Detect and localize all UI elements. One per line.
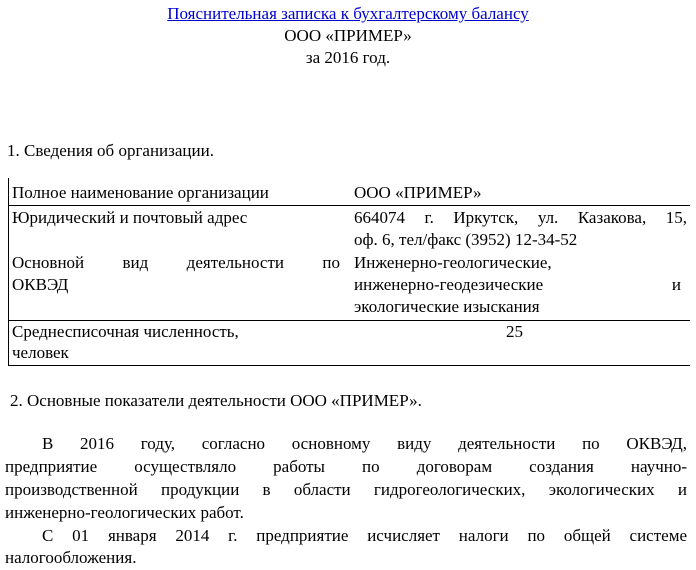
staff-label-line: Среднесписочная численность, [12,322,239,341]
section-1-heading: 1. Сведения об организации. [7,141,214,160]
paragraph-line: предприятие осуществляло работы по догов… [5,457,687,476]
table-divider [8,365,690,366]
staff-label-line: человек [12,343,69,362]
staff-value: 25 [506,322,523,341]
address-value-line: 664074 г. Иркутск, ул. Казакова, 15, [354,208,687,227]
table-divider [8,320,690,321]
section-2-heading: 2. Основные показатели деятельности ООО … [10,391,422,410]
name-value: ООО «ПРИМЕР» [354,183,482,202]
activity-label-line: ОКВЭД [12,275,69,294]
table-divider [8,205,690,206]
name-label: Полное наименование организации [12,183,269,202]
document-title-line: Пояснительная записка к бухгалтерскому б… [0,4,696,24]
paragraph-line: налогообложения. [5,548,137,567]
activity-value-line: Инженерно-геологические, [354,253,552,272]
paragraph-line: В 2016 году, согласно основному виду дея… [42,434,687,453]
paragraph-line: С 01 января 2014 г. предприятие исчисляе… [42,526,687,545]
address-label: Юридический и почтовый адрес [12,208,248,227]
activity-label-line: Основной вид деятельности по [12,253,340,272]
address-value-line: оф. 6, тел/факс (3952) 12-34-52 [354,230,578,249]
activity-value-line: экологические изыскания [354,297,540,316]
activity-value-line: инженерно-геодезические и [354,275,681,294]
paragraph-line: инженерно-геологических работ. [5,503,244,522]
paragraph-line: производственной продукции в области гид… [5,480,687,499]
report-period: за 2016 год. [305,48,391,67]
organization-name: ООО «ПРИМЕР» [284,26,412,45]
table-left-border [8,178,9,366]
document-title-link[interactable]: Пояснительная записка к бухгалтерскому б… [167,4,529,23]
